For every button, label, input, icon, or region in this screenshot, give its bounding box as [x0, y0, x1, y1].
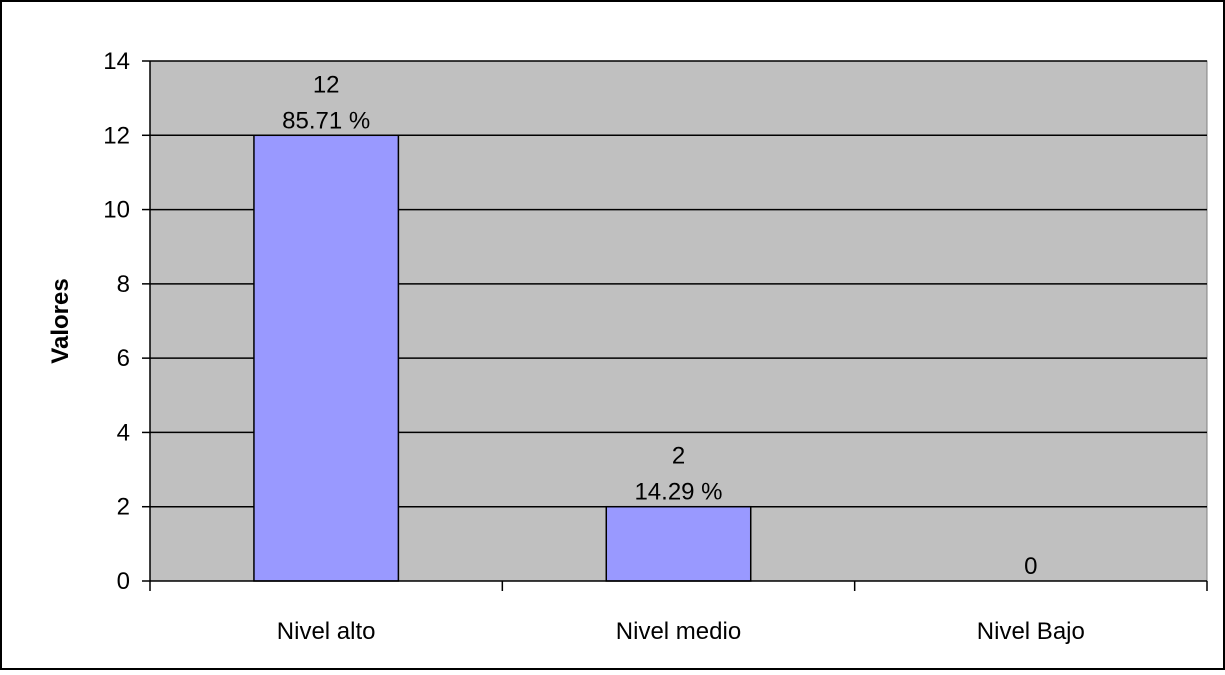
y-tick-label-4: 4: [117, 419, 130, 446]
data-label-nivel-alto-0: 12: [313, 71, 340, 98]
y-tick-label-2: 2: [117, 494, 130, 521]
data-label-nivel-medio-1: 14.29 %: [634, 479, 722, 506]
x-tick-label-nivel-medio: Nivel medio: [616, 618, 741, 645]
x-tick-label-nivel-bajo: Nivel Bajo: [977, 618, 1085, 645]
y-tick-label-12: 12: [103, 122, 130, 149]
bar-nivel-alto: [253, 134, 400, 582]
y-tick-label-6: 6: [117, 345, 130, 372]
y-tick-label-14: 14: [103, 48, 130, 75]
y-axis-title: Valores: [47, 278, 74, 363]
y-tick-label-8: 8: [117, 271, 130, 298]
data-label-nivel-medio-0: 2: [672, 443, 685, 470]
data-labels: 12 85.71 % 2 14.29 % 0: [282, 71, 1037, 580]
axes: 0 2 4 6 8 10 12 14 Nivel alto Nivel medio Nivel Ba…: [103, 48, 1208, 645]
data-label-nivel-alto-1: 85.71 %: [282, 107, 370, 134]
bar-nivel-medio: [605, 505, 752, 582]
y-tick-label-10: 10: [103, 197, 130, 224]
bars: [253, 134, 752, 582]
y-tick-label-0: 0: [117, 568, 130, 595]
data-label-nivel-bajo-0: 0: [1024, 553, 1037, 580]
x-tick-label-nivel-alto: Nivel alto: [277, 618, 376, 645]
